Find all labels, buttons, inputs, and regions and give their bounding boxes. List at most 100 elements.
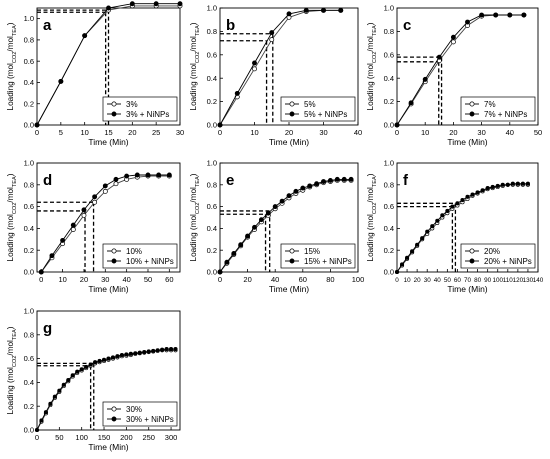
y-axis-label-part: Loading (mol xyxy=(189,214,198,262)
data-point xyxy=(258,217,264,223)
x-tick-label: 110 xyxy=(503,277,514,284)
x-tick-label: 100 xyxy=(492,277,503,284)
y-tick-label: 0.6 xyxy=(24,354,34,363)
legend-label: 20% xyxy=(484,247,500,256)
y-axis-label-subscript: CO2 xyxy=(12,203,18,215)
y-axis-label-part: ) xyxy=(366,173,375,176)
data-point xyxy=(445,208,450,214)
data-point xyxy=(450,204,455,209)
x-tick-label: 20 xyxy=(243,275,251,284)
y-tick-label: 1.0 xyxy=(24,307,34,316)
y-axis-label-subscript: TEA xyxy=(372,176,378,187)
data-point xyxy=(493,12,499,18)
data-point xyxy=(252,224,257,230)
data-point xyxy=(153,1,159,7)
legend: 5%5% + NiNPs xyxy=(280,96,356,122)
legend: 3%3% + NiNPs xyxy=(102,96,178,122)
x-tick-label: 150 xyxy=(98,433,111,442)
x-tick-label: 0 xyxy=(35,433,39,442)
data-point xyxy=(269,30,275,36)
panel-label: f xyxy=(403,172,409,189)
data-point xyxy=(435,218,440,223)
data-point xyxy=(106,356,111,361)
y-tick-label: 0.4 xyxy=(207,224,217,233)
series-ninps xyxy=(38,172,172,275)
y-tick-label: 0.2 xyxy=(207,97,217,106)
data-point xyxy=(70,227,76,232)
y-axis-label-part: ) xyxy=(6,22,15,25)
data-point xyxy=(495,183,500,188)
y-tick-label: 0.6 xyxy=(384,50,394,59)
data-point xyxy=(93,360,98,365)
x-tick-label: 100 xyxy=(75,433,88,442)
data-point xyxy=(521,12,527,18)
legend-box xyxy=(102,243,178,269)
y-axis-label: Loading (molCO2/molTEA) xyxy=(6,173,18,261)
plot-frame xyxy=(396,7,539,126)
data-point xyxy=(405,255,410,260)
y-axis-label-part: /mol xyxy=(366,187,375,203)
series-ninps xyxy=(34,1,183,128)
y-tick-label: 1.0 xyxy=(207,159,217,168)
data-point xyxy=(485,186,490,191)
y-axis-label-subscript: TEA xyxy=(12,176,18,187)
data-point xyxy=(348,176,354,182)
y-tick-label: 0.8 xyxy=(207,180,217,189)
legend-box xyxy=(280,243,356,269)
legend: 30%30% + NiNPs xyxy=(102,401,178,427)
plot-frame xyxy=(219,162,359,273)
y-tick-label: 0.2 xyxy=(384,97,394,106)
x-tick-label: 0 xyxy=(218,128,222,137)
legend-marker xyxy=(469,258,475,264)
data-point xyxy=(341,176,347,182)
x-tick-label: 40 xyxy=(434,277,442,284)
panel-label: c xyxy=(403,17,411,34)
x-tick-label: 0 xyxy=(39,275,43,284)
x-tick-label: 80 xyxy=(326,275,334,284)
data-point xyxy=(129,1,135,7)
legend-box xyxy=(102,401,178,427)
x-tick-label: 50 xyxy=(55,433,63,442)
data-point xyxy=(169,347,174,352)
data-point xyxy=(142,350,147,355)
data-point xyxy=(156,172,162,178)
x-tick-label: 30 xyxy=(477,128,485,137)
data-point xyxy=(425,229,430,234)
x-tick-label: 0 xyxy=(218,275,222,284)
data-point xyxy=(500,182,505,187)
x-tick-label: 90 xyxy=(484,277,492,284)
data-point xyxy=(399,262,405,267)
y-tick-label: 0.6 xyxy=(384,202,394,211)
data-point xyxy=(455,201,460,206)
legend-marker xyxy=(111,248,117,254)
data-point xyxy=(79,367,84,372)
y-tick-label: 0.0 xyxy=(384,121,394,130)
legend-box xyxy=(280,96,356,122)
x-tick-label: 40 xyxy=(271,275,279,284)
y-tick-label: 0.2 xyxy=(24,99,34,108)
x-tick-label: 60 xyxy=(454,277,462,284)
series-ninps xyxy=(217,7,344,128)
legend-marker xyxy=(289,248,295,254)
x-tick-label: 5 xyxy=(59,128,63,137)
data-point xyxy=(102,183,108,189)
y-tick-label: 0.0 xyxy=(24,426,34,435)
x-tick-label: 10 xyxy=(421,128,429,137)
y-axis-label-part: Loading (mol xyxy=(366,63,375,111)
x-tick-label: 40 xyxy=(354,128,362,137)
data-point xyxy=(60,237,66,243)
data-point xyxy=(520,181,525,186)
legend-box xyxy=(102,96,178,122)
y-tick-label: 0.4 xyxy=(384,74,394,83)
y-axis-label-part: /mol xyxy=(6,36,15,52)
data-point xyxy=(88,362,93,367)
y-axis-label-subscript: TEA xyxy=(195,176,201,187)
x-tick-label: 25 xyxy=(152,128,160,137)
legend: 20%20% + NiNPs xyxy=(460,243,536,269)
y-tick-label: 0.2 xyxy=(24,402,34,411)
data-point xyxy=(81,212,87,218)
y-tick-label: 0.0 xyxy=(24,121,34,130)
panel-g: 0 50 100 150 200 250 300 0.0 0.2 0.4 0.6 0.8 1.0 Time… xyxy=(6,307,181,452)
x-tick-label: 40 xyxy=(122,275,130,284)
data-point xyxy=(164,347,169,352)
